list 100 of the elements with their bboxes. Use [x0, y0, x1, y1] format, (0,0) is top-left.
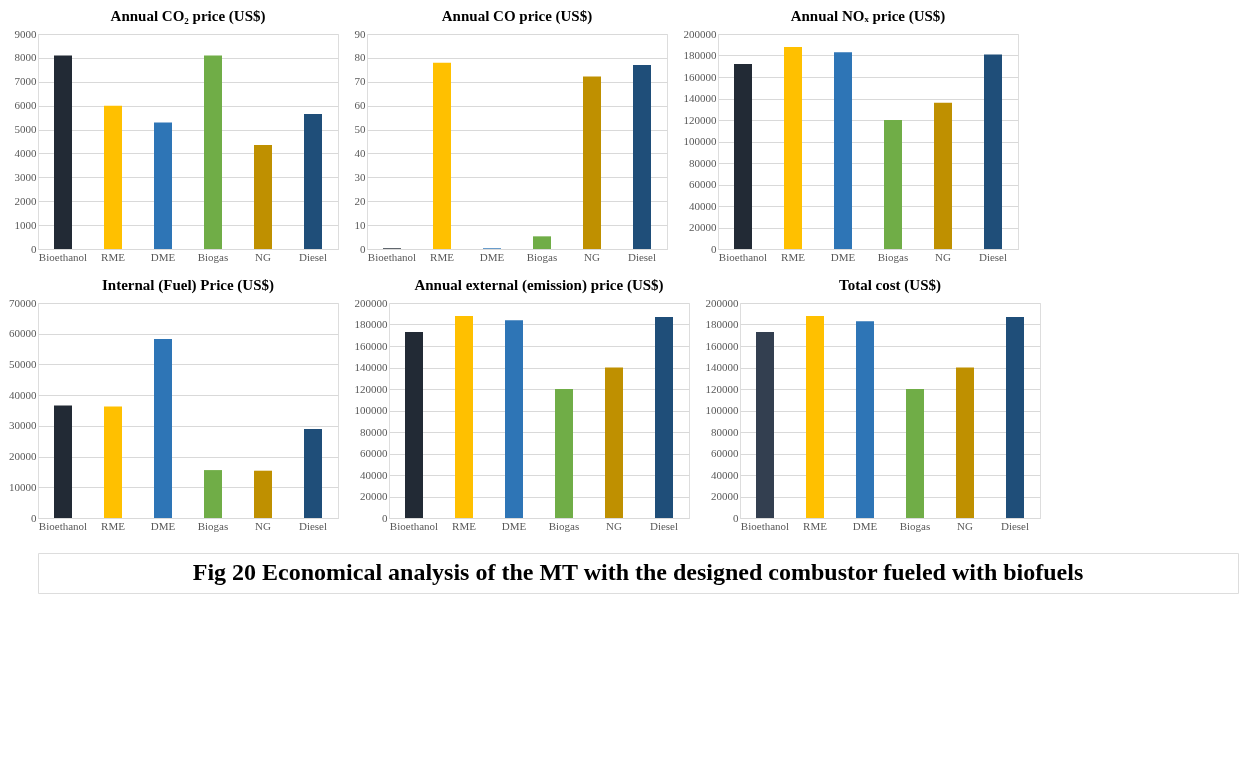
bar [806, 315, 824, 518]
y-tick-label: 0 [360, 242, 366, 255]
x-tick-label: Diesel [298, 250, 328, 263]
y-tick-label: 60 [354, 99, 366, 112]
x-tick-label: DME [830, 250, 856, 263]
bar [533, 236, 551, 249]
x-tick-label: NG [255, 250, 271, 263]
y-tick-label: 30000 [9, 419, 37, 432]
x-tick-label: DME [479, 250, 505, 263]
x-tick-label: RME [430, 250, 455, 263]
x-tick-label: RME [101, 519, 126, 532]
x-tick-label: RME [803, 519, 828, 532]
bar [54, 405, 72, 518]
y-tick-label: 120000 [354, 382, 388, 395]
bar [1006, 316, 1024, 518]
y-tick-label: 90 [354, 27, 366, 40]
y-tick-label: 40000 [689, 199, 717, 212]
y-tick-label: 140000 [705, 361, 739, 373]
x-tick-label: RME [101, 250, 126, 263]
x-tick-label: NG [255, 519, 271, 532]
y-tick-label: 40 [354, 146, 366, 159]
y-tick-label: 10 [354, 218, 366, 231]
y-tick-label: 180000 [354, 318, 388, 330]
bar [455, 315, 473, 518]
x-tick-label: NG [957, 519, 973, 532]
bar [734, 64, 752, 249]
x-tick-label: Biogas [548, 519, 580, 532]
chart-title: Annual CO₂ price (US$) [110, 8, 266, 25]
bar [254, 470, 272, 518]
x-tick-label: Diesel [978, 250, 1008, 263]
y-tick-label: 180000 [705, 318, 739, 330]
y-tick-label: 0 [31, 242, 37, 255]
bar [605, 367, 623, 518]
x-tick-label: Bioethanol [38, 519, 88, 532]
x-tick-label: Bioethanol [718, 250, 768, 263]
x-tick-label: Diesel [627, 250, 657, 263]
y-tick-label: 20000 [689, 221, 717, 233]
y-tick-label: 60000 [711, 447, 739, 459]
x-tick-label: Diesel [649, 519, 679, 532]
x-tick-label: Bioethanol [38, 250, 88, 263]
y-tick-label: 100000 [683, 135, 717, 147]
y-tick-label: 40000 [360, 468, 388, 481]
x-tick-label: NG [935, 250, 951, 263]
y-tick-label: 80000 [689, 156, 717, 169]
x-tick-label: RME [781, 250, 806, 263]
bar [154, 122, 172, 249]
y-tick-label: 80 [354, 51, 366, 64]
x-tick-label: Bioethanol [740, 519, 790, 532]
x-tick-label: NG [584, 250, 600, 263]
y-tick-label: 160000 [354, 339, 388, 352]
bar [104, 105, 122, 249]
y-tick-label: 1000 [14, 218, 37, 231]
y-tick-label: 80000 [711, 425, 739, 438]
bar [154, 338, 172, 518]
chart-title: Internal (Fuel) Price (US$) [101, 277, 275, 294]
x-tick-label: Biogas [197, 250, 229, 263]
y-tick-label: 200000 [683, 27, 717, 40]
y-tick-label: 140000 [683, 92, 717, 104]
bar [856, 321, 874, 518]
bar [834, 52, 852, 249]
bar [505, 320, 523, 518]
bar [104, 406, 122, 518]
y-tick-label: 120000 [683, 113, 717, 126]
x-tick-label: RME [452, 519, 477, 532]
y-tick-label: 50000 [9, 357, 37, 370]
bar [884, 120, 902, 249]
x-tick-label: Bioethanol [389, 519, 439, 532]
y-tick-label: 60000 [9, 327, 37, 340]
x-tick-label: DME [150, 519, 176, 532]
bar [204, 55, 222, 249]
x-tick-label: DME [150, 250, 176, 263]
y-tick-label: 140000 [354, 361, 388, 373]
caption: Fig 20 Economical analysis of the MT with the designed combustor fueled with biofuels [192, 559, 1084, 585]
bar [433, 62, 451, 249]
y-tick-label: 8000 [14, 51, 37, 64]
y-tick-label: 20000 [711, 490, 739, 502]
y-tick-label: 70000 [9, 296, 37, 309]
y-tick-label: 60000 [360, 447, 388, 459]
bar [555, 389, 573, 518]
y-tick-label: 6000 [14, 99, 37, 112]
y-tick-label: 200000 [354, 296, 388, 309]
bar [984, 54, 1002, 249]
bar [304, 428, 322, 518]
y-tick-label: 40000 [9, 388, 37, 401]
y-tick-label: 160000 [705, 339, 739, 352]
y-tick-label: 7000 [14, 75, 37, 88]
y-tick-label: 9000 [14, 27, 37, 40]
bar [304, 114, 322, 249]
y-tick-label: 0 [382, 511, 388, 524]
y-tick-label: 20000 [9, 450, 37, 463]
bar [633, 65, 651, 249]
chart-title: Annual CO price (US$) [441, 8, 593, 25]
x-tick-label: Biogas [877, 250, 909, 263]
bar [906, 389, 924, 518]
bar [756, 332, 774, 518]
bar [405, 332, 423, 518]
chart-title: Total cost (US$) [839, 277, 941, 294]
y-tick-label: 100000 [705, 404, 739, 416]
y-tick-label: 40000 [711, 468, 739, 481]
bar [934, 102, 952, 249]
